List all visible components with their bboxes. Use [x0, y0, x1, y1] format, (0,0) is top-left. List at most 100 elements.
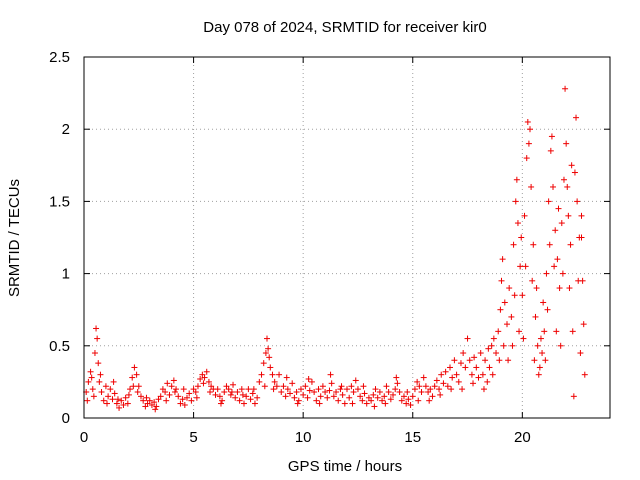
data-point [193, 394, 200, 401]
data-point [109, 396, 116, 403]
data-point [505, 357, 512, 364]
x-axis-label: GPS time / hours [288, 458, 402, 475]
data-point [93, 325, 100, 332]
data-point [414, 378, 421, 385]
data-point [306, 387, 313, 394]
data-point [557, 342, 564, 349]
data-point [460, 350, 467, 357]
data-point [409, 393, 416, 400]
data-point [418, 389, 425, 396]
data-point [522, 263, 529, 270]
data-point [500, 342, 507, 349]
data-point [90, 393, 97, 400]
data-point [243, 393, 250, 400]
data-point [444, 383, 451, 390]
data-point [420, 374, 427, 381]
data-point [475, 374, 482, 381]
data-point [462, 364, 469, 371]
data-point [125, 391, 132, 398]
data-point [152, 406, 159, 413]
data-point [130, 383, 137, 390]
data-point [319, 383, 326, 390]
data-point [513, 176, 520, 183]
data-point [278, 389, 285, 396]
data-point [533, 285, 540, 292]
data-point [153, 403, 160, 410]
data-point [511, 292, 518, 299]
data-point [293, 389, 300, 396]
data-point [506, 285, 513, 292]
data-point [374, 394, 381, 401]
data-point [575, 277, 582, 284]
data-point [486, 364, 493, 371]
data-point [530, 241, 537, 248]
data-point [287, 390, 294, 397]
data-point [442, 368, 449, 375]
data-point [480, 386, 487, 393]
data-point [168, 383, 175, 390]
data-point [510, 241, 517, 248]
data-point [240, 400, 247, 407]
data-point [534, 342, 541, 349]
data-point [370, 391, 377, 398]
data-point [547, 147, 554, 154]
y-tick-label: 1 [62, 266, 70, 283]
data-point [184, 394, 191, 401]
data-point [482, 357, 489, 364]
data-point [291, 394, 298, 401]
data-point [470, 380, 477, 387]
grid [84, 57, 610, 418]
data-point [568, 162, 575, 169]
data-point [239, 391, 246, 398]
data-point [214, 386, 221, 393]
data-point [313, 397, 320, 404]
data-point [170, 377, 177, 384]
data-point [249, 390, 256, 397]
data-point [271, 378, 278, 385]
data-point [116, 404, 123, 411]
data-point [546, 241, 553, 248]
data-point [188, 397, 195, 404]
data-point [96, 378, 103, 385]
data-point [137, 393, 144, 400]
data-point [536, 364, 543, 371]
data-point [89, 386, 96, 393]
data-point [552, 227, 559, 234]
data-point [186, 390, 193, 397]
data-point [87, 368, 94, 375]
data-point [171, 389, 178, 396]
data-point [541, 328, 548, 335]
data-point [131, 364, 138, 371]
data-point [517, 263, 524, 270]
data-point [105, 393, 112, 400]
x-tick-label: 5 [189, 429, 197, 446]
data-point [539, 350, 546, 357]
data-point [245, 386, 252, 393]
data-point [124, 400, 131, 407]
data-point [361, 390, 368, 397]
data-point [300, 391, 307, 398]
data-point [415, 397, 422, 404]
data-point [516, 328, 523, 335]
data-point [524, 118, 531, 125]
data-point [484, 378, 491, 385]
data-point [398, 397, 405, 404]
data-point [270, 386, 277, 393]
data-point [143, 394, 150, 401]
data-point [569, 328, 576, 335]
data-point [227, 391, 234, 398]
data-point [236, 397, 243, 404]
data-point [392, 386, 399, 393]
data-point [381, 393, 388, 400]
data-point [311, 389, 318, 396]
data-point [514, 220, 521, 227]
data-point [580, 321, 587, 328]
data-point [508, 313, 515, 320]
data-point [262, 350, 269, 357]
data-point [544, 306, 551, 313]
data-point [503, 321, 510, 328]
data-point [88, 374, 95, 381]
data-point [350, 389, 357, 396]
data-point [114, 396, 121, 403]
